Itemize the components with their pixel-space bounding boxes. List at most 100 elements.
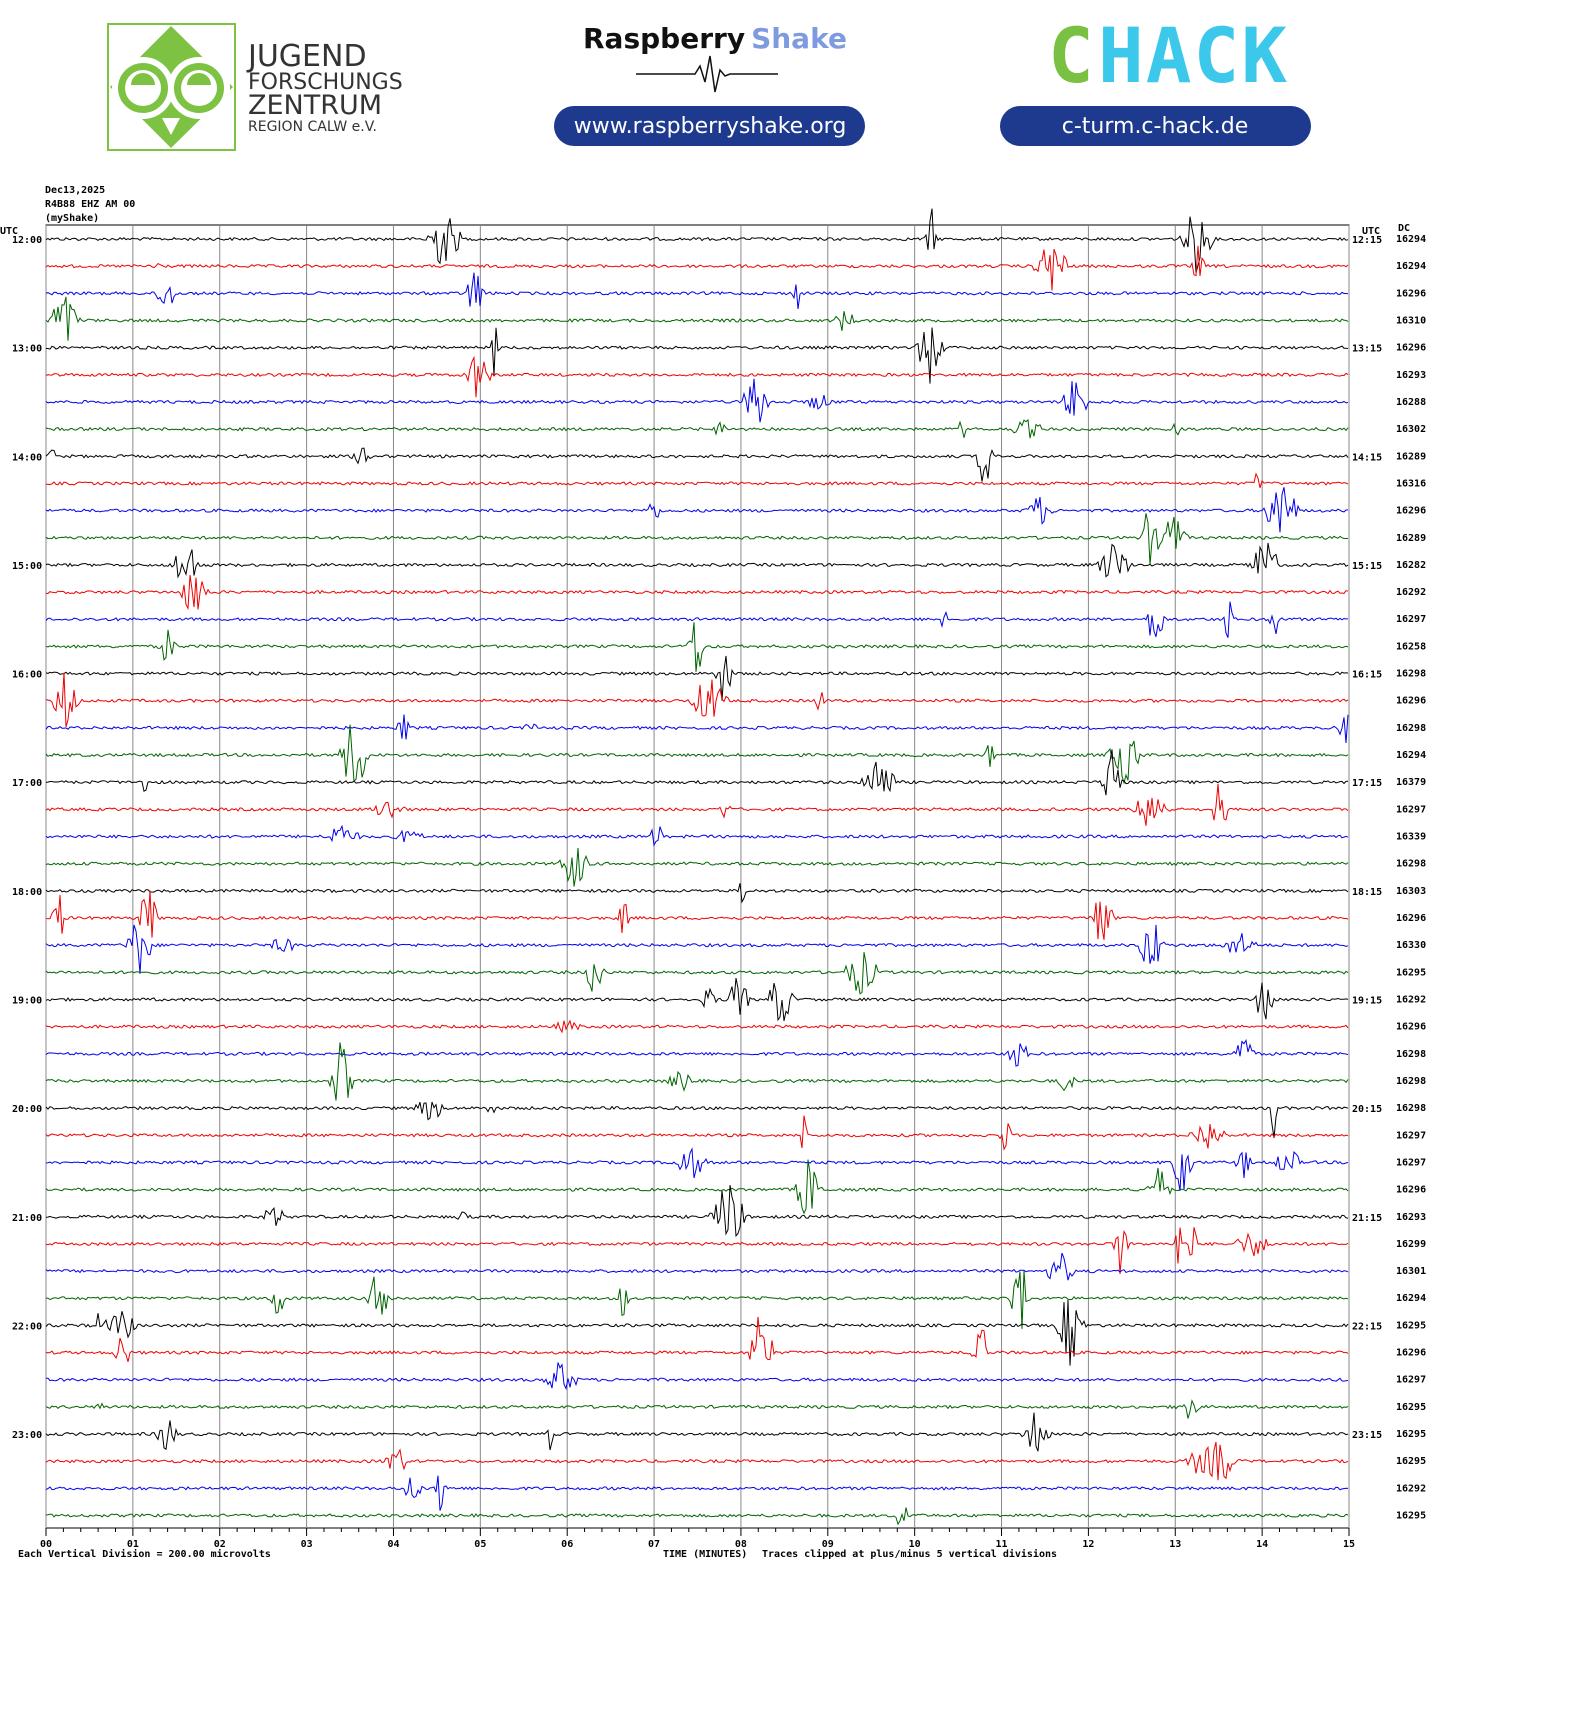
trace (45, 783, 1349, 826)
dc-offset: 16294 (1396, 261, 1426, 272)
row-time-label: 20:15 (1352, 1104, 1382, 1115)
trace (45, 272, 1349, 309)
row-time-label: 22:00 (12, 1321, 42, 1332)
row-time-label: 12:00 (12, 235, 42, 246)
x-tick-label: 00 (40, 1539, 52, 1550)
dc-offset: 16303 (1396, 886, 1426, 897)
dc-offset: 16298 (1396, 1103, 1426, 1114)
axis-title: UTC (1362, 226, 1380, 237)
dc-offset: 16292 (1396, 994, 1426, 1005)
dc-offset: 16297 (1396, 1375, 1426, 1386)
trace (45, 513, 1348, 566)
dc-offset: 16292 (1396, 1483, 1426, 1494)
trace (45, 574, 1349, 611)
x-tick-label: 02 (214, 1539, 226, 1550)
dc-offset: 16295 (1396, 1320, 1426, 1331)
axis-title: UTC (0, 226, 18, 237)
trace (45, 487, 1349, 533)
dc-offset: 16293 (1396, 1212, 1426, 1223)
dc-offset: 16296 (1396, 913, 1426, 924)
trace (45, 924, 1349, 974)
url: www.raspberryshake.org (574, 114, 847, 139)
trace (45, 1159, 1349, 1215)
trace (45, 1185, 1349, 1238)
row-time-label: 15:15 (1352, 561, 1382, 572)
x-tick-label: 15 (1343, 1539, 1355, 1550)
axis-title: DC (1398, 223, 1410, 234)
row-time-label: 14:00 (12, 452, 42, 463)
trace (45, 355, 1349, 398)
trace (45, 655, 1349, 701)
dc-offset: 16289 (1396, 451, 1426, 462)
row-time-label: 18:00 (12, 887, 42, 898)
trace (45, 601, 1349, 638)
url-pill (1000, 106, 1311, 146)
rs-word: Raspberry (583, 22, 745, 55)
note: Traces clipped at plus/minus 5 vertical … (762, 1548, 1057, 1560)
dc-offset: 16258 (1396, 641, 1426, 652)
trace (45, 1147, 1349, 1191)
trace (45, 978, 1349, 1022)
x-tick-label: 14 (1256, 1539, 1268, 1550)
trace (45, 1227, 1349, 1275)
row-time-label: 23:15 (1352, 1430, 1382, 1441)
trace (45, 1316, 1349, 1363)
x-tick-label: 08 (735, 1539, 747, 1550)
trace (45, 890, 1349, 940)
trace (45, 672, 1349, 728)
trace (45, 749, 1349, 796)
row-time-label: 16:15 (1352, 670, 1382, 681)
dc-offset: 16297 (1396, 614, 1426, 625)
dc-offset: 16296 (1396, 696, 1426, 707)
row-time-label: 13:00 (12, 344, 42, 355)
trace (45, 1270, 1349, 1329)
dc-offset: 16296 (1396, 506, 1426, 517)
dc-offset: 16301 (1396, 1266, 1426, 1277)
dc-offset: 16293 (1396, 370, 1426, 381)
trace (46, 472, 1349, 488)
chack-logo: HACK (1098, 11, 1289, 100)
dc-offset: 16298 (1396, 859, 1426, 870)
info-line: Dec13,2025 (45, 185, 105, 196)
dc-offset: 16339 (1396, 832, 1426, 843)
rs-logo: Raspberry Shake (583, 22, 847, 55)
logo-text: FORSCHUNGS (248, 70, 403, 95)
jfz-logo (107, 23, 236, 151)
x-tick-label: 12 (1082, 1539, 1094, 1550)
x-tick-label: 03 (301, 1539, 313, 1550)
dc-offset: 16282 (1396, 560, 1426, 571)
logo-text: ZENTRUM (248, 90, 382, 121)
dc-offset: 16299 (1396, 1239, 1426, 1250)
dc-offset: 16298 (1396, 1049, 1426, 1060)
trace (45, 1038, 1349, 1067)
row-time-label: 18:15 (1352, 887, 1382, 898)
row-time-label: 22:15 (1352, 1321, 1382, 1332)
dc-offset: 16296 (1396, 1022, 1426, 1033)
dc-offset: 16330 (1396, 940, 1426, 951)
dc-offset: 16297 (1396, 1130, 1426, 1141)
x-tick-label: 04 (387, 1539, 399, 1550)
dc-offset: 16298 (1396, 723, 1426, 734)
dc-offset: 16296 (1396, 343, 1426, 354)
dc-offset: 16296 (1396, 1185, 1426, 1196)
x-tick-label: 11 (996, 1539, 1008, 1550)
x-tick-label: 10 (909, 1539, 921, 1550)
row-time-label: 21:15 (1352, 1213, 1382, 1224)
rs-word: Shake (751, 22, 847, 55)
row-time-label: 15:00 (12, 561, 42, 572)
row-time-label: 14:15 (1352, 452, 1382, 463)
dc-offset: 16310 (1396, 315, 1426, 326)
x-axis-label: TIME (MINUTES) (663, 1549, 747, 1560)
dc-offset: 16292 (1396, 587, 1426, 598)
trace (45, 1115, 1349, 1151)
dc-offset: 16295 (1396, 1402, 1426, 1413)
trace (45, 447, 1349, 482)
x-tick-label: 01 (127, 1539, 139, 1550)
trace (45, 378, 1349, 423)
dc-offset: 16379 (1396, 777, 1426, 788)
trace (45, 1299, 1349, 1366)
trace (45, 245, 1349, 291)
dc-offset: 16316 (1396, 478, 1426, 489)
trace (45, 1507, 1349, 1526)
